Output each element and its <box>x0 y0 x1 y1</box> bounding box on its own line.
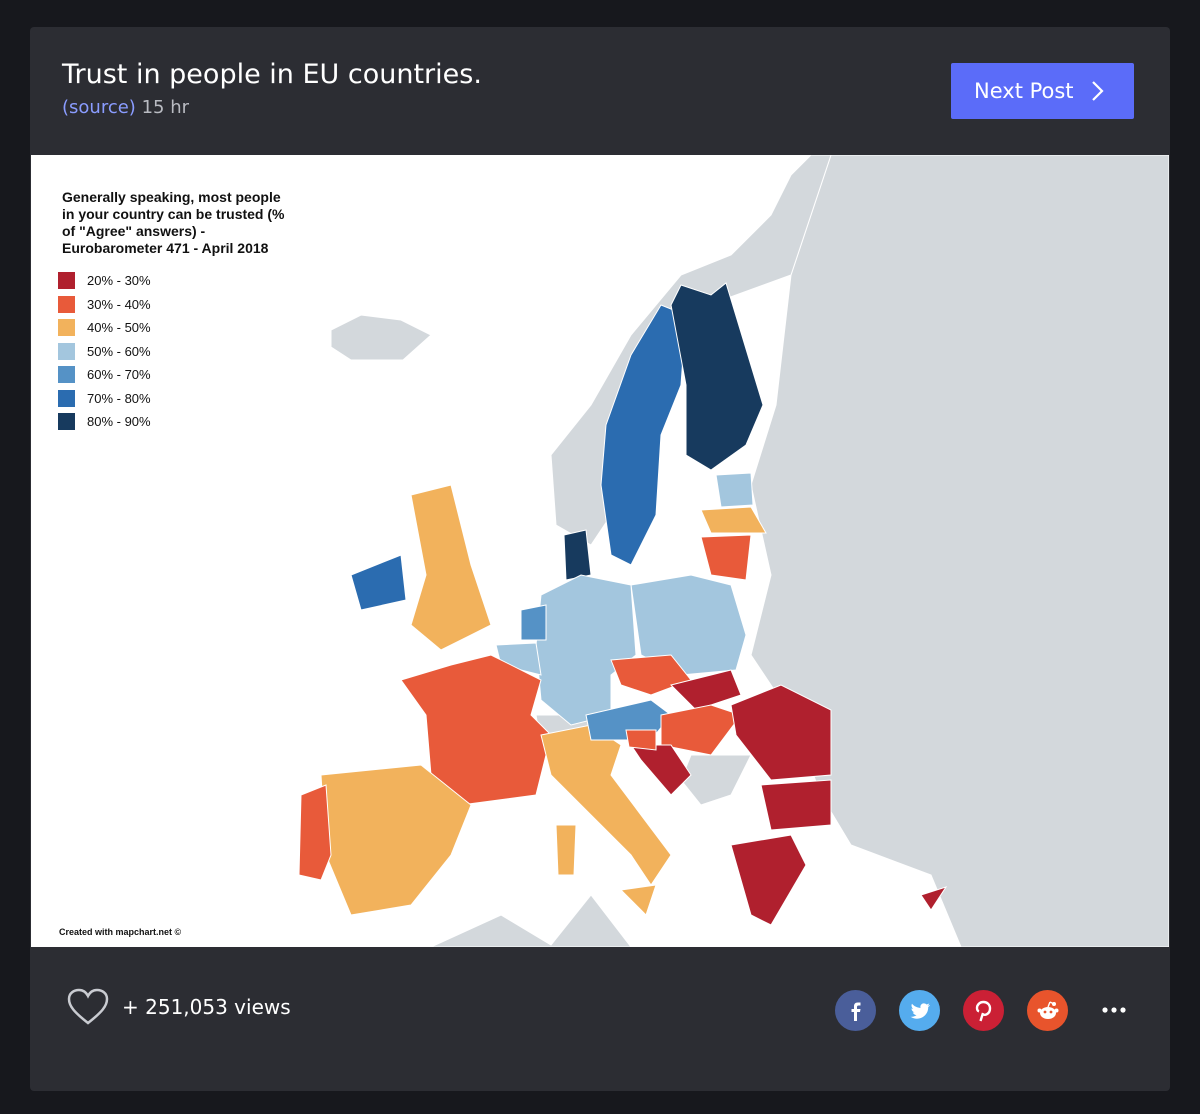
country <box>630 744 692 796</box>
country <box>410 484 492 651</box>
credit: Created with mapchart.net © <box>59 927 182 937</box>
post-card: Trust in people in EU countries. (source… <box>30 27 1170 1091</box>
twitter-share[interactable] <box>899 990 940 1031</box>
legend-label: 20% - 30% <box>87 273 151 289</box>
next-post-button[interactable]: Next Post <box>951 63 1134 119</box>
country <box>535 574 637 726</box>
legend: Generally speaking, most people in your … <box>58 189 292 434</box>
legend-item: 60% - 70% <box>58 363 292 387</box>
country <box>920 886 948 911</box>
reddit-share[interactable] <box>1027 990 1068 1031</box>
legend-label: 80% - 90% <box>87 414 151 430</box>
country <box>730 834 807 926</box>
legend-item: 80% - 90% <box>58 410 292 434</box>
like-button[interactable] <box>66 987 110 1027</box>
post-age: 15 hr <box>141 97 189 118</box>
facebook-share[interactable] <box>835 990 876 1031</box>
legend-items: 20% - 30% 30% - 40% 40% - 50% 50% - 60% 60% … <box>58 269 292 434</box>
legend-swatch <box>58 366 75 384</box>
country <box>760 779 832 831</box>
post-title: Trust in people in EU countries. <box>62 59 482 90</box>
legend-swatch <box>58 272 75 290</box>
land <box>680 754 752 806</box>
source-link[interactable]: (source) <box>62 97 136 118</box>
legend-label: 40% - 50% <box>87 320 151 336</box>
country <box>320 764 472 916</box>
country <box>700 506 767 534</box>
legend-swatch <box>58 389 75 407</box>
post-image: Generally speaking, most people in your … <box>31 155 1169 947</box>
post-meta: (source) 15 hr <box>62 97 189 118</box>
view-count: + 251,053 views <box>122 995 291 1019</box>
country <box>555 824 577 876</box>
country <box>495 642 542 676</box>
land <box>750 155 1169 947</box>
land <box>430 894 632 947</box>
country <box>660 704 742 756</box>
map <box>298 155 1169 947</box>
pinterest-share[interactable] <box>963 990 1004 1031</box>
more-options[interactable] <box>1102 1007 1128 1013</box>
legend-label: 30% - 40% <box>87 296 151 312</box>
country <box>700 534 752 581</box>
legend-swatch <box>58 319 75 337</box>
land <box>330 314 432 361</box>
country <box>619 884 657 916</box>
country <box>730 684 832 781</box>
legend-swatch <box>58 295 75 313</box>
legend-item: 70% - 80% <box>58 387 292 411</box>
country <box>625 729 657 751</box>
legend-item: 50% - 60% <box>58 340 292 364</box>
facebook-icon <box>851 1002 860 1021</box>
legend-item: 20% - 30% <box>58 269 292 293</box>
legend-label: 60% - 70% <box>87 367 151 383</box>
country <box>298 784 332 881</box>
pinterest-icon <box>975 1000 991 1021</box>
twitter-icon <box>910 1002 930 1019</box>
legend-label: 70% - 80% <box>87 390 151 406</box>
legend-swatch <box>58 413 75 431</box>
country <box>350 554 407 611</box>
country <box>563 529 592 581</box>
country <box>670 282 764 471</box>
chevron-icon <box>1091 81 1104 101</box>
country <box>600 304 687 566</box>
country <box>670 669 742 711</box>
legend-title: Generally speaking, most people in your … <box>62 189 285 256</box>
legend-item: 30% - 40% <box>58 293 292 317</box>
next-post-label: Next Post <box>974 79 1074 103</box>
country <box>715 472 754 508</box>
reddit-icon <box>1037 1000 1058 1019</box>
legend-item: 40% - 50% <box>58 316 292 340</box>
legend-swatch <box>58 342 75 360</box>
legend-label: 50% - 60% <box>87 343 151 359</box>
country <box>520 604 547 641</box>
